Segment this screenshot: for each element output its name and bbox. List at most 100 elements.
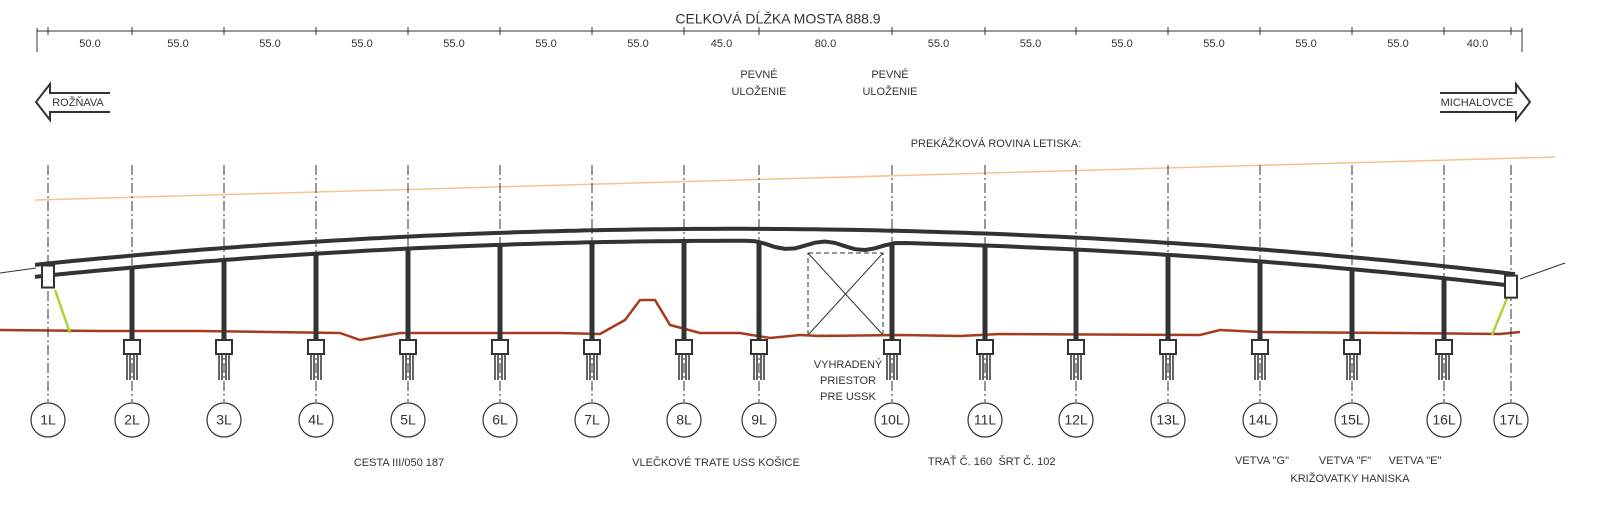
deck-top	[34, 226, 1516, 277]
pier-marker	[1493, 402, 1529, 438]
pier-marker	[1334, 402, 1370, 438]
pile-cap	[583, 339, 601, 355]
pile-cap	[491, 339, 509, 355]
pile-cap	[123, 339, 141, 355]
span-length: 55.0	[1020, 38, 1041, 50]
pier-label: 15L	[1340, 412, 1364, 428]
pile-cap	[976, 339, 994, 355]
approach	[1519, 262, 1566, 280]
span-length: 45.0	[711, 38, 732, 50]
crossing-label: VETVA "E"	[1389, 455, 1442, 467]
obstruction-label: PREKÁŽKOVÁ ROVINA LETISKA:	[911, 137, 1082, 150]
pier-marker	[1150, 402, 1186, 438]
direction-left: ROŽŇAVA	[52, 96, 104, 109]
pier-marker	[114, 402, 150, 438]
span-length: 55.0	[1203, 38, 1224, 50]
pier-marker	[482, 402, 518, 438]
reserved-cross	[807, 252, 884, 336]
pier-marker	[298, 402, 334, 438]
crossing-label: VETVA "G"	[1235, 455, 1289, 467]
crossing-label: ŠRT Č. 102	[998, 455, 1055, 468]
pile-cap	[1067, 339, 1085, 355]
span-length: 55.0	[351, 38, 372, 50]
pile-cap	[883, 339, 901, 355]
bearing-label: ULOŽENIE	[862, 85, 917, 98]
direction-right: MICHALOVCE	[1441, 97, 1514, 109]
pier-label: 16L	[1432, 412, 1456, 428]
pier-label: 9L	[751, 412, 767, 428]
crossing-label: KRIŽOVATKY HANISKA	[1290, 472, 1410, 485]
pier-label: 3L	[216, 412, 232, 428]
deck-bottom	[34, 238, 1516, 289]
span-length: 55.0	[1295, 38, 1316, 50]
pile-cap	[1343, 339, 1361, 355]
bearing-label: PEVNÉ	[871, 68, 908, 81]
crossing-label: TRAŤ Č. 160	[928, 455, 992, 468]
span-length: 55.0	[627, 38, 648, 50]
pier-label: 2L	[124, 412, 140, 428]
abutment	[1504, 274, 1518, 299]
bearing-label: PEVNÉ	[740, 68, 777, 81]
pier-label: 10L	[880, 412, 904, 428]
pier-label: 14L	[1248, 412, 1272, 428]
pile-cap	[1159, 339, 1177, 355]
pier-marker	[30, 402, 66, 438]
pier-label: 4L	[308, 412, 324, 428]
pier-label: 5L	[400, 412, 416, 428]
approach	[0, 267, 37, 274]
span-length: 40.0	[1467, 38, 1488, 50]
pier-marker	[666, 402, 702, 438]
title: CELKOVÁ DĹŽKA MOSTA 888.9	[675, 11, 880, 27]
pile-cap	[307, 339, 325, 355]
pier-marker	[574, 402, 610, 438]
pier-marker	[874, 402, 910, 438]
pile-cap	[399, 339, 417, 355]
reserved-text: PRE USSK	[820, 391, 876, 403]
pier-label: 8L	[676, 412, 692, 428]
abutment-link	[53, 289, 72, 334]
crossing-label: CESTA III/050 187	[354, 457, 444, 469]
span-length: 55.0	[259, 38, 280, 50]
ground	[0, 298, 1521, 342]
pile-cap	[215, 339, 233, 355]
pier-label: 17L	[1499, 412, 1523, 428]
span-length: 50.0	[79, 38, 100, 50]
pier-marker	[1242, 402, 1278, 438]
arrow-right	[1440, 81, 1532, 123]
reserved-text: VYHRADENÝ	[814, 358, 883, 371]
obstruction-plane	[34, 156, 1556, 201]
pier-marker	[741, 402, 777, 438]
pile-cap	[675, 339, 693, 355]
pier-label: 1L	[40, 412, 56, 428]
abutment	[41, 264, 55, 289]
pier-label: 6L	[492, 412, 508, 428]
pier-marker	[967, 402, 1003, 438]
bearing-label: ULOŽENIE	[731, 85, 786, 98]
pier-label: 11L	[974, 412, 997, 428]
pile-cap	[1435, 339, 1453, 355]
reserved-text: PRIESTOR	[820, 375, 876, 387]
pile-cap	[1251, 339, 1269, 355]
span-length: 55.0	[1387, 38, 1408, 50]
span-length: 55.0	[1111, 38, 1132, 50]
pier-marker	[1426, 402, 1462, 438]
pier-label: 7L	[584, 412, 600, 428]
pier-label: 12L	[1064, 412, 1088, 428]
pile-cap	[750, 339, 768, 355]
pier-marker	[1058, 402, 1094, 438]
crossing-label: VETVA "F"	[1319, 455, 1371, 467]
pier-marker	[206, 402, 242, 438]
span-length: 80.0	[815, 38, 836, 50]
arrow-left	[34, 81, 110, 123]
span-length: 55.0	[535, 38, 556, 50]
pier-label: 13L	[1156, 412, 1180, 428]
pier-marker	[390, 402, 426, 438]
abutment-link	[1490, 295, 1510, 336]
span-length: 55.0	[928, 38, 949, 50]
span-length: 55.0	[443, 38, 464, 50]
crossing-label: VLEČKOVÉ TRATE USS KOŠICE	[632, 456, 800, 469]
span-length: 55.0	[167, 38, 188, 50]
